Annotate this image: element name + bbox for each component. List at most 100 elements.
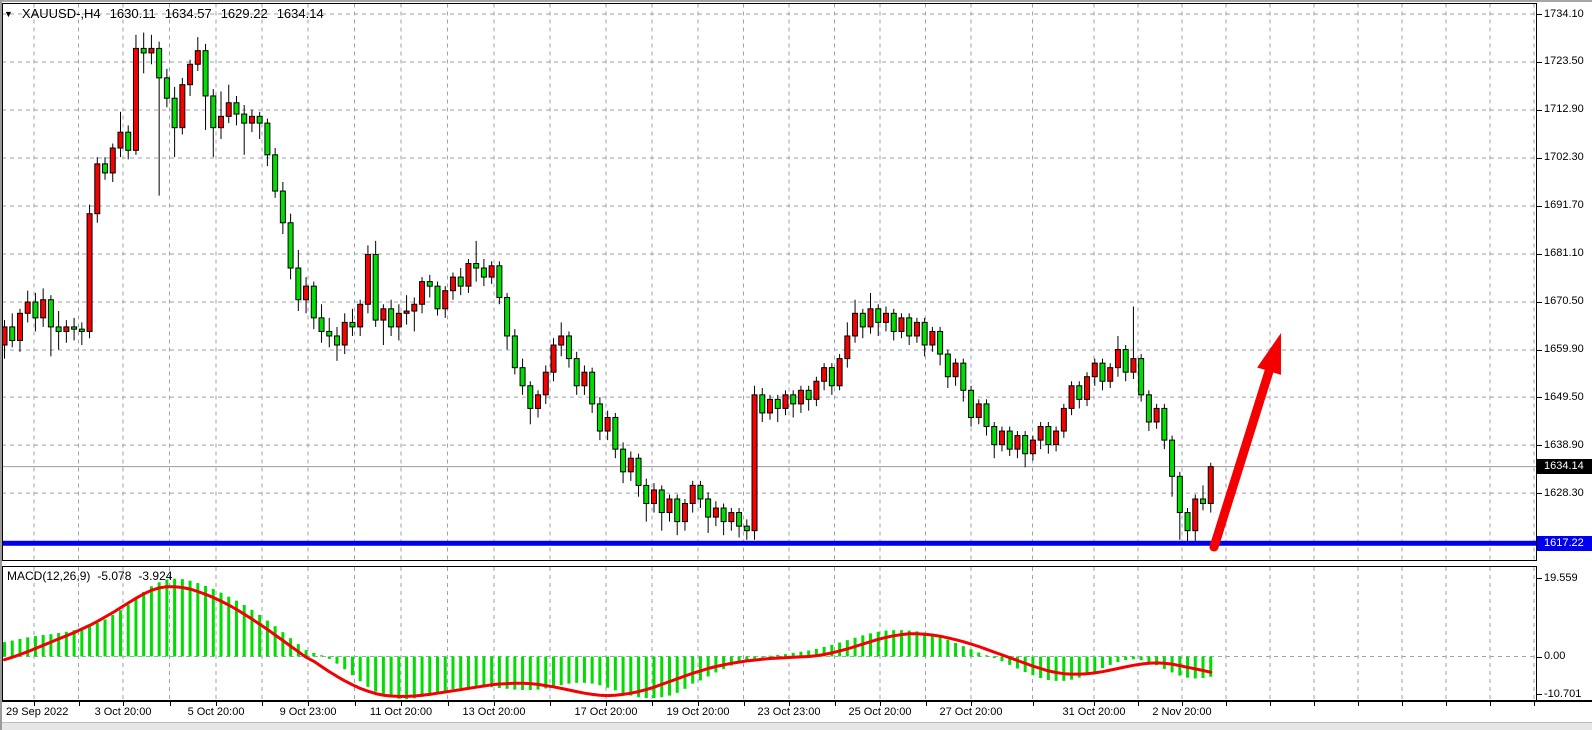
price-axis-label: 1681.10 xyxy=(1544,247,1584,260)
macd-histogram-bar xyxy=(629,656,633,696)
axis-tick xyxy=(1537,445,1542,447)
time-axis-tick xyxy=(1226,702,1227,706)
time-axis-tick xyxy=(971,702,972,706)
time-axis[interactable]: 29 Sep 2022 3 Oct 20:00 5 Oct 20:00 9 Oct 2… xyxy=(0,700,1592,724)
macd-histogram-bar xyxy=(1201,656,1205,679)
candle-body xyxy=(1176,475,1183,514)
macd-histogram-bar xyxy=(265,620,269,657)
macd-histogram-bar xyxy=(691,656,695,684)
axis-tick xyxy=(1537,578,1542,580)
candle-body xyxy=(558,335,565,346)
candle-body xyxy=(341,321,348,346)
candle-body xyxy=(210,95,217,129)
time-axis-tick xyxy=(354,702,356,706)
time-axis-tick xyxy=(1402,702,1403,706)
price-axis-label: 1691.70 xyxy=(1544,199,1584,212)
time-axis-tick xyxy=(698,702,699,706)
pane-separator[interactable] xyxy=(0,560,1537,567)
macd-histogram-bar xyxy=(1008,656,1012,665)
candle-body xyxy=(821,367,828,382)
current-price-badge: 1634.14 xyxy=(1537,458,1592,474)
price-axis-label: 1702.30 xyxy=(1544,151,1584,164)
time-axis-tick xyxy=(834,702,836,706)
time-axis-label: 27 Oct 20:00 xyxy=(939,706,1003,718)
time-axis-tick xyxy=(1270,702,1271,706)
macd-histogram-bar xyxy=(753,656,757,659)
candle-body xyxy=(589,371,596,405)
time-axis-tick xyxy=(1446,702,1447,706)
axis-tick xyxy=(1537,253,1542,255)
candle-body xyxy=(712,507,719,518)
macd-histogram-bar xyxy=(722,656,726,669)
macd-histogram-bar xyxy=(459,656,463,689)
candle-body xyxy=(78,328,85,332)
time-axis-label: 19 Oct 20:00 xyxy=(666,706,730,718)
ohlc-open: 1630.11 xyxy=(109,6,156,21)
macd-histogram-bar xyxy=(482,656,486,687)
macd-histogram-bar xyxy=(320,655,324,657)
price-axis-label: 1723.50 xyxy=(1544,55,1584,68)
candle-body xyxy=(318,317,325,332)
macd-histogram-bar xyxy=(791,652,795,657)
candle-body xyxy=(797,389,804,405)
macd-histogram-bar xyxy=(405,656,409,700)
macd-histogram-bar xyxy=(18,638,22,657)
candle-body xyxy=(882,312,889,323)
candle-body xyxy=(241,113,248,124)
macd-histogram-bar xyxy=(505,656,509,689)
time-axis-tick xyxy=(1534,702,1535,706)
candle-body xyxy=(658,489,665,514)
macd-histogram-bar xyxy=(142,591,146,657)
ohlc-high: 1634.57 xyxy=(164,6,212,21)
time-axis-tick xyxy=(1314,702,1315,706)
candle-body xyxy=(689,484,696,505)
chart-canvas[interactable] xyxy=(0,0,1537,700)
candle-body xyxy=(163,77,170,99)
macd-histogram-bar xyxy=(118,610,122,657)
price-axis-label: 1712.90 xyxy=(1544,103,1584,116)
ohlc-close: 1634.14 xyxy=(276,6,324,21)
candle-body xyxy=(364,253,371,305)
candle-body xyxy=(63,326,70,332)
symbol-dropdown-icon[interactable]: ▼ xyxy=(4,9,13,19)
time-axis-label: 29 Sep 2022 xyxy=(6,706,69,718)
candle-body xyxy=(202,50,209,97)
macd-histogram-bar xyxy=(196,583,200,657)
ohlc-low: 1629.22 xyxy=(220,6,268,21)
macd-histogram-bar xyxy=(683,656,687,689)
macd-histogram-bar xyxy=(381,656,385,696)
time-axis-label: 5 Oct 20:00 xyxy=(187,706,245,718)
candle-body xyxy=(1022,435,1029,455)
macd-histogram-bar xyxy=(1116,656,1120,663)
candle-body xyxy=(828,367,835,387)
time-axis-tick xyxy=(1182,702,1183,706)
macd-histogram-bar xyxy=(327,656,331,659)
time-axis-tick xyxy=(34,702,35,706)
macd-histogram-bar xyxy=(389,656,393,698)
trend-arrow-head xyxy=(1257,333,1281,375)
macd-histogram-bar xyxy=(698,656,702,681)
indicator-macd-value: -5.078 xyxy=(97,569,132,583)
candle-body xyxy=(1138,358,1145,396)
candle-body xyxy=(1084,376,1091,400)
candle-body xyxy=(225,102,232,117)
candle-body xyxy=(643,484,650,505)
candle-body xyxy=(1060,407,1067,432)
macd-histogram-bar xyxy=(706,656,710,677)
macd-histogram-bar xyxy=(250,609,254,657)
macd-histogram-bar xyxy=(884,630,888,657)
candle-body xyxy=(303,285,310,301)
time-axis-tick xyxy=(447,702,449,706)
time-axis-tick xyxy=(789,702,790,706)
macd-histogram-bar xyxy=(521,656,525,691)
candle-body xyxy=(906,317,913,337)
macd-histogram-bar xyxy=(451,656,455,690)
macd-histogram-bar xyxy=(946,639,950,657)
candle-body xyxy=(272,154,279,192)
macd-histogram-bar xyxy=(1209,656,1213,677)
macd-histogram-bar xyxy=(1070,656,1074,680)
macd-histogram-bar xyxy=(977,652,981,657)
candle-body xyxy=(898,317,905,332)
price-axis[interactable]: 1634.14 1617.22 1734.10 1723.50 1712.90 170… xyxy=(1537,0,1592,730)
candle-body xyxy=(1107,367,1114,382)
